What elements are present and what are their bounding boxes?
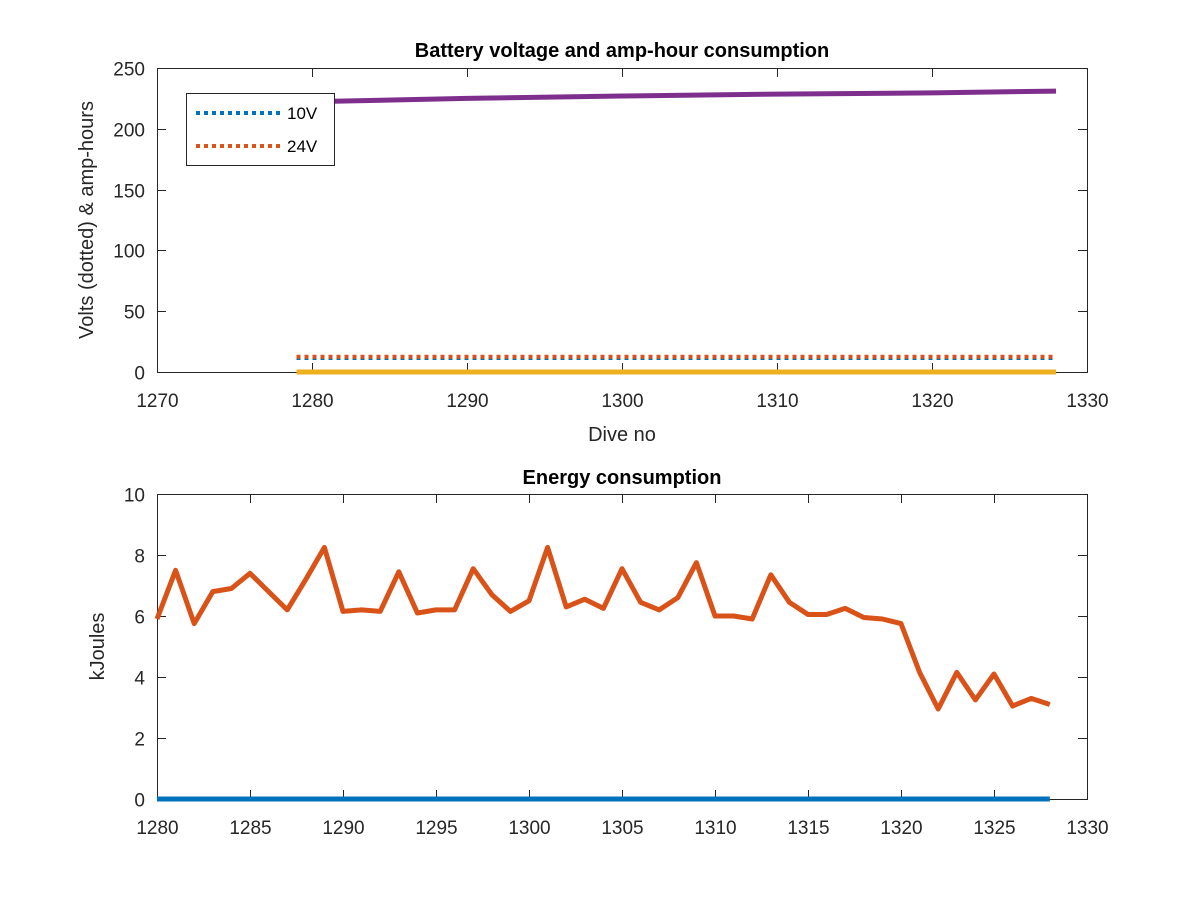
legend-box: [186, 93, 335, 166]
x-tick-label: 1315: [787, 818, 829, 839]
x-tick-label: 1280: [291, 391, 333, 412]
plot-1: 1270 1280 1290 1300 1310 1320 1330 0 50 100 150 200…: [76, 40, 1109, 446]
x-tick-label: 1270: [136, 391, 178, 412]
y-tick-label: 100: [113, 242, 145, 263]
axes-box: [157, 494, 1088, 800]
x-tick-label: 1310: [756, 391, 798, 412]
y-tick-label: 250: [113, 60, 145, 81]
x-tick-label: 1295: [415, 818, 457, 839]
y-tick-label: 6: [134, 608, 145, 629]
series-line-2: [154, 544, 1051, 712]
plot-title: Battery voltage and amp-hour consumption: [415, 40, 829, 62]
x-tick-label: 1320: [911, 391, 953, 412]
legend-label-10v: 10V: [287, 104, 318, 123]
y-tick-label: 200: [113, 121, 145, 142]
plot-title: Energy consumption: [523, 467, 722, 489]
plot-2: 1280 1285 1290 1295 1300 1305 1310 1315 1320 1325…: [87, 467, 1109, 839]
x-tick-label: 1310: [694, 818, 736, 839]
x-tick-label: 1290: [446, 391, 488, 412]
y-tick-label: 150: [113, 182, 145, 203]
y-tick-label: 4: [134, 669, 145, 690]
y-tick-label: 50: [124, 303, 145, 324]
x-tick-label: 1300: [601, 391, 643, 412]
legend: 10V 24V: [186, 93, 335, 166]
x-tick-label: 1305: [601, 818, 643, 839]
x-tick-label: 1320: [880, 818, 922, 839]
y-tick-label: 2: [134, 730, 145, 751]
series-line-4: [296, 88, 1057, 105]
x-tick-label: 1280: [136, 818, 178, 839]
legend-label-24v: 24V: [287, 137, 318, 156]
y-axis-label: Volts (dotted) & amp-hours: [76, 101, 98, 339]
x-tick-label: 1290: [322, 818, 364, 839]
x-tick-label: 1285: [229, 818, 271, 839]
x-tick-label: 1330: [1066, 391, 1108, 412]
x-axis-label: Dive no: [588, 424, 656, 446]
y-axis-label: kJoules: [87, 613, 109, 681]
y-tick-label: 8: [134, 547, 145, 568]
x-tick-label: 1330: [1066, 818, 1108, 839]
y-tick-label: 0: [134, 791, 145, 812]
x-tick-label: 1300: [508, 818, 550, 839]
y-tick-label: 10: [124, 486, 145, 507]
y-tick-label: 0: [134, 364, 145, 385]
x-tick-label: 1325: [973, 818, 1015, 839]
